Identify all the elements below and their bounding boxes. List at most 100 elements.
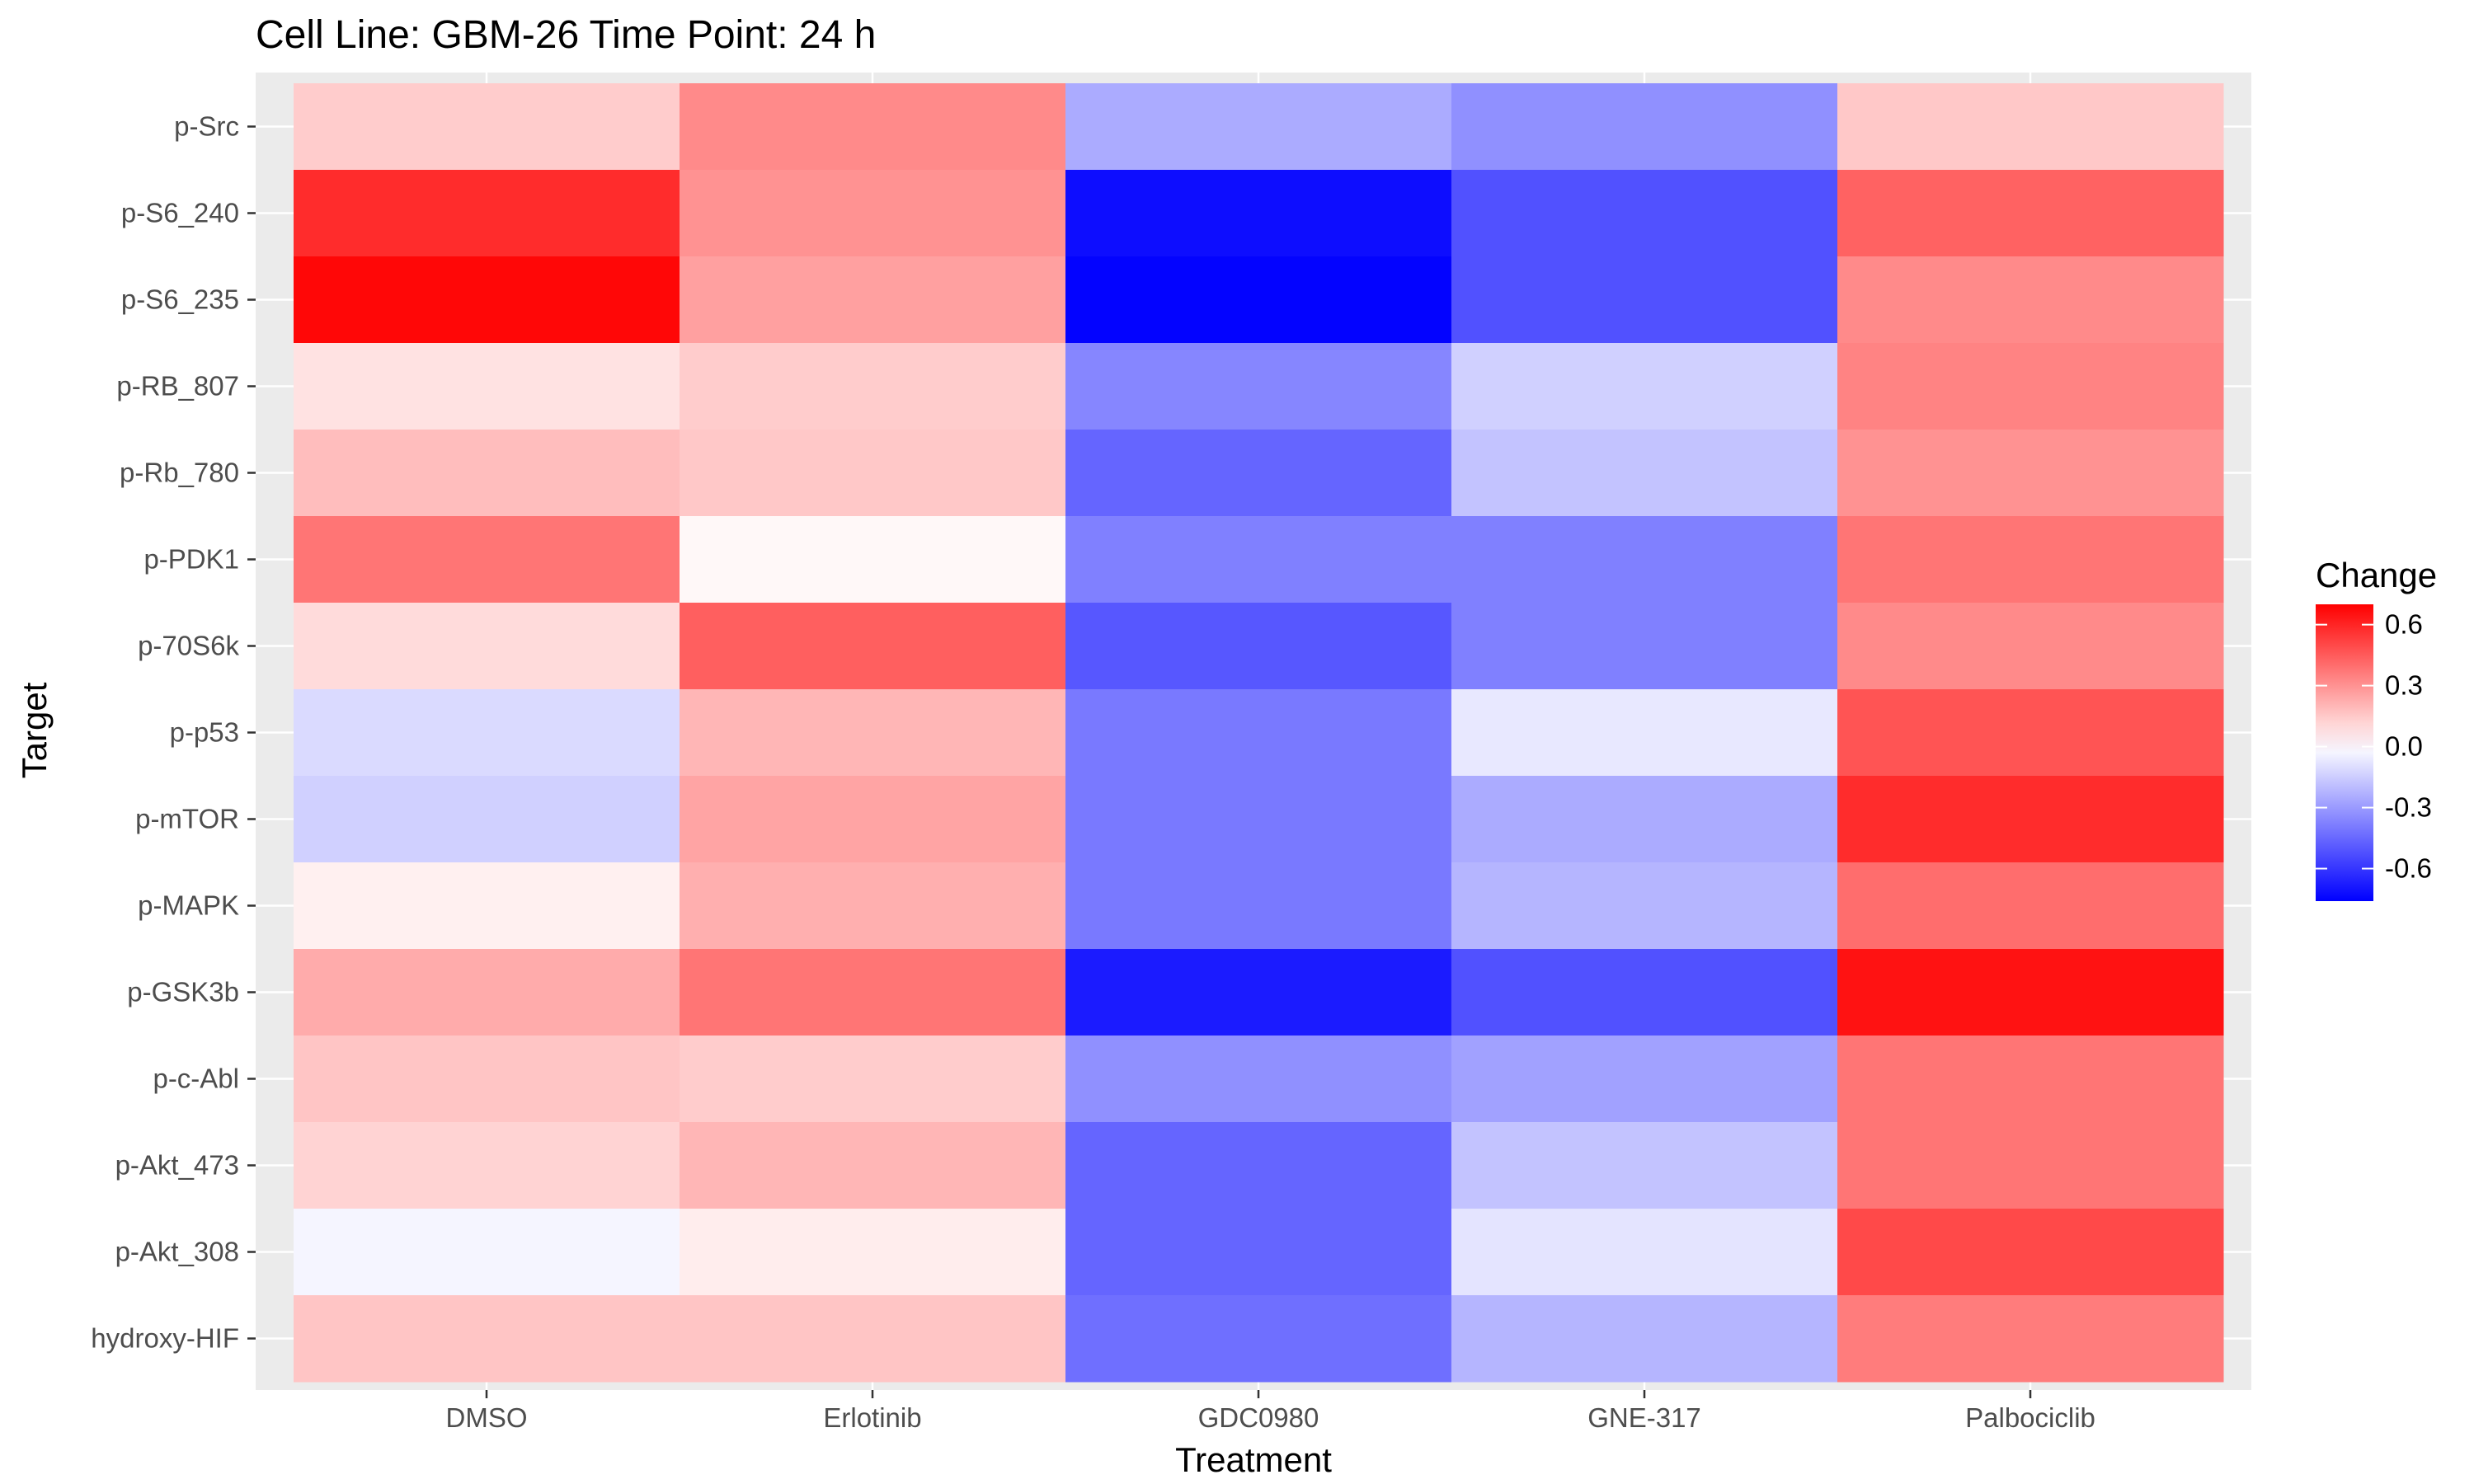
x-axis-title: Treatment xyxy=(1175,1440,1332,1479)
heatmap-cell-hydroxy-HIF-DMSO xyxy=(294,1295,680,1383)
legend-tick-label: -0.3 xyxy=(2385,792,2432,823)
heatmap-cell-p-c-Abl-Erlotinib xyxy=(680,1036,1066,1123)
heatmap-cell-p-c-Abl-DMSO xyxy=(294,1036,680,1123)
heatmap-cell-p-Akt_473-GNE-317 xyxy=(1451,1122,1838,1209)
x-tick-label: GNE-317 xyxy=(1587,1402,1701,1433)
heatmap-cell-p-70S6k-DMSO xyxy=(294,603,680,690)
heatmap-cell-p-p53-GNE-317 xyxy=(1451,689,1838,777)
heatmap-cell-p-c-Abl-GDC0980 xyxy=(1065,1036,1452,1123)
heatmap-cell-p-Akt_308-DMSO xyxy=(294,1209,680,1296)
color-legend: Change 0.6 0.3 0.0 -0.3 -0.6 xyxy=(2316,556,2437,901)
heatmap-cell-p-p53-Erlotinib xyxy=(680,689,1066,777)
heatmap-cell-p-RB_807-Erlotinib xyxy=(680,343,1066,430)
heatmap-cell-p-Src-DMSO xyxy=(294,83,680,171)
heatmap-cell-p-p53-DMSO xyxy=(294,689,680,777)
heatmap-cell-p-70S6k-GNE-317 xyxy=(1451,603,1838,690)
x-tick-label: Erlotinib xyxy=(823,1402,921,1433)
heatmap-cell-p-Rb_780-GDC0980 xyxy=(1065,430,1452,517)
y-axis-ticks: p-Src p-S6_240 p-S6_235 p-RB_807 p-Rb_780 p-P… xyxy=(91,111,256,1354)
heatmap-cell-hydroxy-HIF-GNE-317 xyxy=(1451,1295,1838,1383)
heatmap-cell-p-MAPK-GNE-317 xyxy=(1451,862,1838,950)
heatmap-cell-p-RB_807-Palbociclib xyxy=(1837,343,2224,430)
heatmap-cell-p-S6_240-DMSO xyxy=(294,170,680,257)
y-tick-label: p-Akt_308 xyxy=(115,1237,239,1267)
heatmap-cell-p-PDK1-Palbociclib xyxy=(1837,516,2224,603)
heatmap-cell-p-Akt_473-GDC0980 xyxy=(1065,1122,1452,1209)
heatmap-cell-p-Akt_308-Erlotinib xyxy=(680,1209,1066,1296)
y-tick-label: p-p53 xyxy=(170,717,239,748)
heatmap-cell-p-Akt_473-DMSO xyxy=(294,1122,680,1209)
heatmap-cell-p-p53-GDC0980 xyxy=(1065,689,1452,777)
heatmap-cell-p-c-Abl-Palbociclib xyxy=(1837,1036,2224,1123)
y-tick-label: p-PDK1 xyxy=(143,544,239,575)
heatmap-cell-p-GSK3b-DMSO xyxy=(294,949,680,1036)
heatmap-cell-p-GSK3b-GDC0980 xyxy=(1065,949,1452,1036)
legend-colorbar xyxy=(2316,604,2373,901)
heatmap-cell-p-PDK1-DMSO xyxy=(294,516,680,603)
heatmap-cell-p-S6_240-GDC0980 xyxy=(1065,170,1452,257)
heatmap-cell-p-S6_240-GNE-317 xyxy=(1451,170,1838,257)
y-tick-label: p-S6_235 xyxy=(121,284,239,315)
heatmap-cell-hydroxy-HIF-Palbociclib xyxy=(1837,1295,2224,1383)
legend-tick-label: 0.6 xyxy=(2385,609,2423,640)
heatmap-cell-p-S6_235-DMSO xyxy=(294,256,680,344)
y-tick-label: p-Src xyxy=(174,111,239,142)
y-tick-label: p-MAPK xyxy=(138,890,239,921)
legend-tick-label: 0.3 xyxy=(2385,670,2423,701)
y-tick-label: p-GSK3b xyxy=(127,977,239,1007)
heatmap-cell-p-S6_235-GNE-317 xyxy=(1451,256,1838,344)
heatmap-cell-p-c-Abl-GNE-317 xyxy=(1451,1036,1838,1123)
heatmap-cell-p-Src-Palbociclib xyxy=(1837,83,2224,171)
heatmap-cell-p-MAPK-Erlotinib xyxy=(680,862,1066,950)
heatmap-cell-p-Src-Erlotinib xyxy=(680,83,1066,171)
heatmap-cell-p-Akt_473-Erlotinib xyxy=(680,1122,1066,1209)
y-tick-label: p-c-Abl xyxy=(153,1064,239,1094)
heatmap-cell-p-S6_240-Erlotinib xyxy=(680,170,1066,257)
x-axis-ticks: DMSO Erlotinib GDC0980 GNE-317 Palbociclib xyxy=(446,1390,2095,1433)
heatmap-cell-p-mTOR-GNE-317 xyxy=(1451,776,1838,863)
legend-title: Change xyxy=(2316,556,2437,594)
heatmap-cell-p-mTOR-Palbociclib xyxy=(1837,776,2224,863)
heatmap-cell-p-Akt_308-GDC0980 xyxy=(1065,1209,1452,1296)
y-tick-label: hydroxy-HIF xyxy=(91,1323,239,1354)
y-tick-label: p-70S6k xyxy=(138,631,239,661)
heatmap-cell-p-Akt_308-Palbociclib xyxy=(1837,1209,2224,1296)
heatmap-cell-p-S6_235-Erlotinib xyxy=(680,256,1066,344)
heatmap-cell-p-Rb_780-Erlotinib xyxy=(680,430,1066,517)
heatmap-cell-p-Akt_473-Palbociclib xyxy=(1837,1122,2224,1209)
heatmap-cell-p-70S6k-Palbociclib xyxy=(1837,603,2224,690)
y-tick-label: p-S6_240 xyxy=(121,198,239,228)
heatmap-cell-p-RB_807-DMSO xyxy=(294,343,680,430)
y-tick-label: p-Rb_780 xyxy=(120,458,239,488)
heatmap-cell-p-Rb_780-GNE-317 xyxy=(1451,430,1838,517)
y-tick-label: p-mTOR xyxy=(135,804,239,834)
heatmap-cell-p-S6_235-GDC0980 xyxy=(1065,256,1452,344)
heatmap-cell-p-mTOR-Erlotinib xyxy=(680,776,1066,863)
x-tick-label: GDC0980 xyxy=(1198,1402,1319,1433)
y-tick-label: p-Akt_473 xyxy=(115,1150,239,1181)
heatmap-cell-p-Src-GNE-317 xyxy=(1451,83,1838,171)
heatmap-cell-p-Akt_308-GNE-317 xyxy=(1451,1209,1838,1296)
heatmap-cell-p-GSK3b-Palbociclib xyxy=(1837,949,2224,1036)
heatmap-cell-p-PDK1-GNE-317 xyxy=(1451,516,1838,603)
legend-tick-label: 0.0 xyxy=(2385,731,2423,762)
heatmap-cell-p-S6_240-Palbociclib xyxy=(1837,170,2224,257)
x-tick-label: DMSO xyxy=(446,1402,528,1433)
heatmap-cell-p-PDK1-Erlotinib xyxy=(680,516,1066,603)
y-tick-label: p-RB_807 xyxy=(116,371,239,402)
heatmap-cell-p-mTOR-GDC0980 xyxy=(1065,776,1452,863)
heatmap-cell-hydroxy-HIF-GDC0980 xyxy=(1065,1295,1452,1383)
heatmap-cell-p-70S6k-Erlotinib xyxy=(680,603,1066,690)
legend-tick-label: -0.6 xyxy=(2385,853,2432,884)
y-axis-title: Target xyxy=(15,682,54,778)
plot-panel xyxy=(256,73,2251,1390)
heatmap-cell-p-RB_807-GDC0980 xyxy=(1065,343,1452,430)
heatmap-cell-p-S6_235-Palbociclib xyxy=(1837,256,2224,344)
heatmap-cell-p-PDK1-GDC0980 xyxy=(1065,516,1452,603)
heatmap-cell-hydroxy-HIF-Erlotinib xyxy=(680,1295,1066,1383)
heatmap-cell-p-mTOR-DMSO xyxy=(294,776,680,863)
heatmap-cell-p-Rb_780-Palbociclib xyxy=(1837,430,2224,517)
heatmap-cell-p-GSK3b-Erlotinib xyxy=(680,949,1066,1036)
heatmap-cell-p-Src-GDC0980 xyxy=(1065,83,1452,171)
